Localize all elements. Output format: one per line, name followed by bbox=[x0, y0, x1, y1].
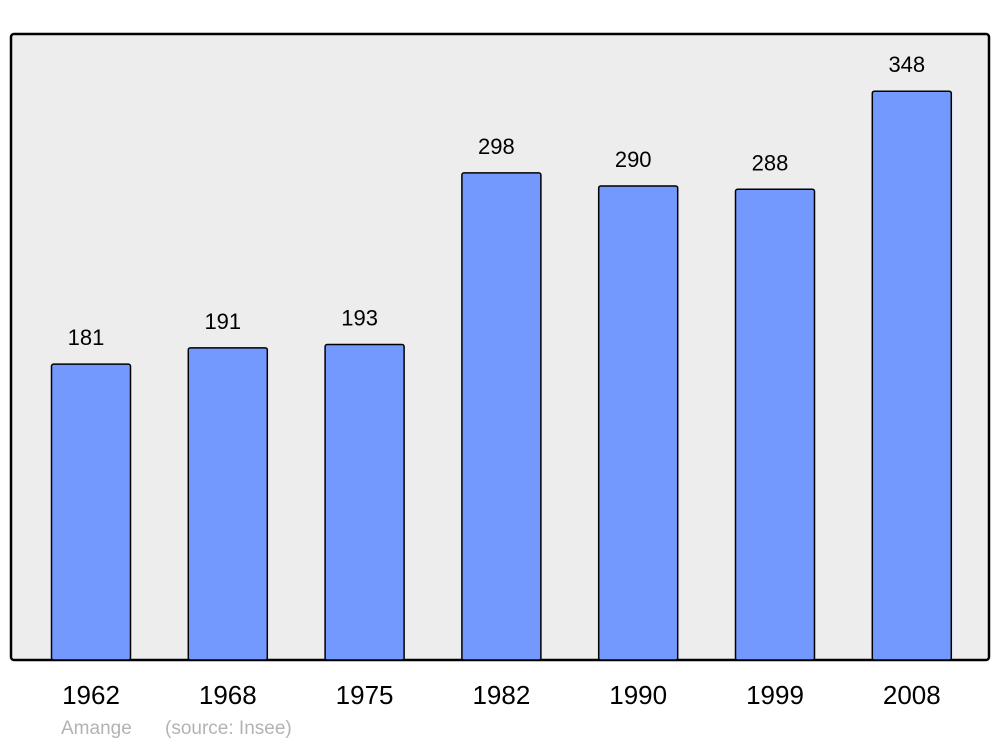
bar-2008 bbox=[871, 90, 953, 661]
x-tick-label-1975: 1975 bbox=[336, 680, 394, 710]
bar-1975 bbox=[324, 343, 405, 661]
x-tick-label-1990: 1990 bbox=[609, 680, 667, 710]
data-label-1999: 288 bbox=[752, 150, 789, 175]
data-label-2008: 348 bbox=[888, 52, 925, 77]
bar-1999 bbox=[734, 188, 816, 661]
source-label: (source: Insee) bbox=[165, 718, 292, 739]
x-tick-label-2008: 2008 bbox=[883, 680, 941, 710]
place-label: Amange bbox=[61, 718, 132, 739]
bar-1990 bbox=[597, 185, 679, 661]
x-tick-label-1999: 1999 bbox=[746, 680, 804, 710]
bar-1962 bbox=[50, 363, 132, 661]
data-label-1990: 290 bbox=[615, 147, 652, 172]
x-tick-label-1968: 1968 bbox=[199, 680, 257, 710]
bar-1968 bbox=[187, 347, 269, 661]
data-label-1962: 181 bbox=[68, 325, 105, 350]
bar-1982 bbox=[461, 172, 542, 661]
data-label-1975: 193 bbox=[341, 306, 378, 331]
data-label-1982: 298 bbox=[478, 134, 515, 159]
x-tick-label-1962: 1962 bbox=[62, 680, 120, 710]
x-tick-label-1982: 1982 bbox=[472, 680, 530, 710]
data-label-1968: 191 bbox=[204, 309, 241, 334]
